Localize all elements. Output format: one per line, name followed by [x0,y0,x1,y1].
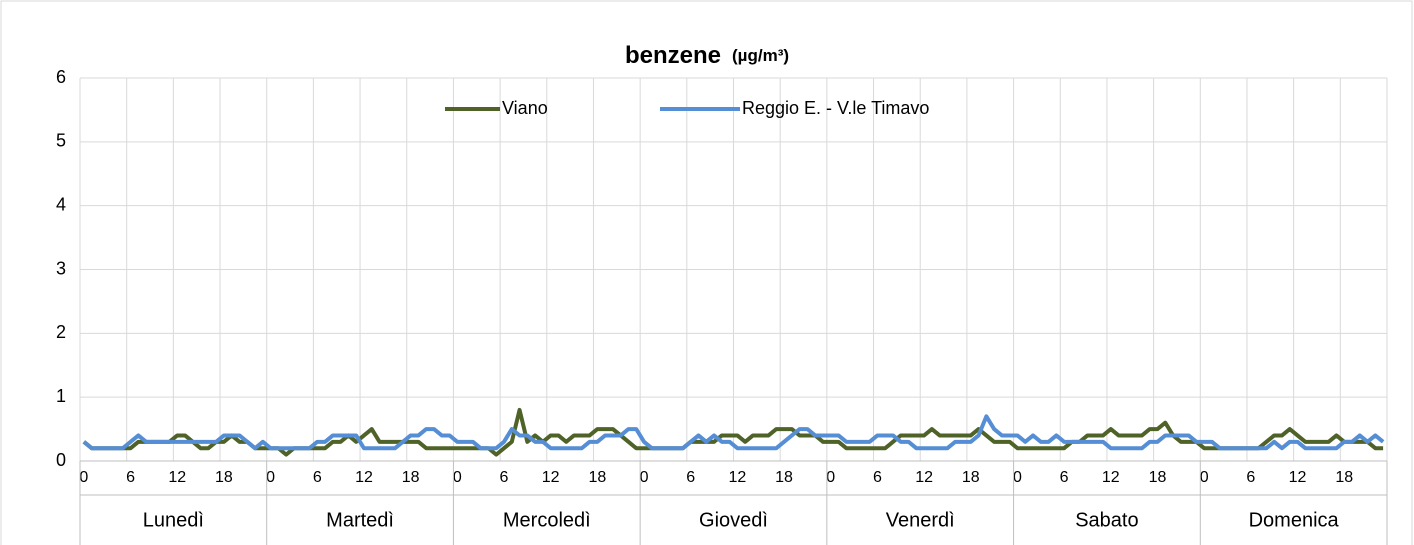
x-tick-label: 6 [686,469,695,486]
group-label: Giovedì [699,509,768,531]
x-tick-label: 6 [873,469,882,486]
x-tick-label: 0 [1200,469,1209,486]
y-tick-label: 3 [56,258,66,278]
x-tick-label: 18 [215,469,233,486]
x-tick-label: 18 [1335,469,1353,486]
x-tick-label: 6 [1246,469,1255,486]
y-tick-label: 4 [56,194,66,214]
x-tick-label: 6 [1060,469,1069,486]
y-tick-label: 6 [56,67,66,87]
x-tick-label: 0 [826,469,835,486]
x-tick-label: 12 [355,469,373,486]
x-tick-label: 12 [1289,469,1307,486]
chart-title: benzene (µg/m³) [625,42,789,69]
x-tick-label: 12 [1102,469,1120,486]
x-tick-label: 12 [728,469,746,486]
x-tick-label: 0 [266,469,275,486]
x-tick-label: 18 [1149,469,1167,486]
x-tick-label: 6 [126,469,135,486]
group-label: Venerdì [886,509,955,531]
title-unit: (µg/m³) [732,46,789,65]
group-label: Martedì [326,509,394,531]
x-tick-label: 12 [168,469,186,486]
group-label: Lunedì [143,509,204,531]
group-label: Mercoledì [503,509,591,531]
x-tick-label: 18 [775,469,793,486]
x-tick-label: 18 [588,469,606,486]
x-tick-label: 0 [453,469,462,486]
x-tick-label: 6 [313,469,322,486]
y-tick-label: 5 [56,131,66,151]
x-tick-label: 0 [79,469,88,486]
group-label: Domenica [1249,509,1340,531]
x-tick-label: 18 [402,469,420,486]
x-tick-label: 12 [915,469,933,486]
group-label: Sabato [1075,509,1138,531]
y-tick-label: 2 [56,322,66,342]
series-line [82,414,1385,451]
y-tick-label: 1 [56,386,66,406]
x-tick-label: 0 [640,469,649,486]
legend-label: Reggio E. - V.le Timavo [742,98,929,118]
x-tick-label: 0 [1013,469,1022,486]
x-tick-label: 18 [962,469,980,486]
legend-label: Viano [502,98,548,118]
x-tick-label: 12 [542,469,560,486]
x-tick-label: 6 [500,469,509,486]
y-tick-label: 0 [56,450,66,470]
title-main: benzene [625,42,721,69]
